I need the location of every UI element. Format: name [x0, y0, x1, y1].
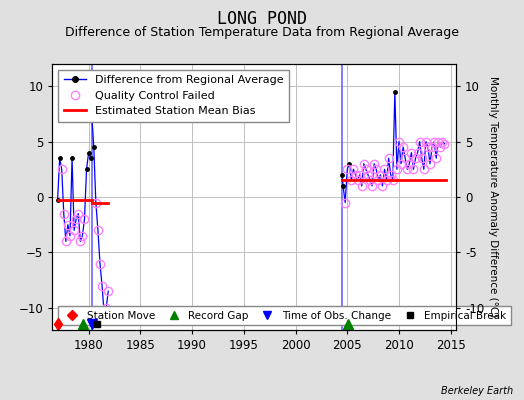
Text: Berkeley Earth: Berkeley Earth: [441, 386, 514, 396]
Y-axis label: Monthly Temperature Anomaly Difference (°C): Monthly Temperature Anomaly Difference (…: [488, 76, 498, 318]
Text: LONG POND: LONG POND: [217, 10, 307, 28]
Text: Difference of Station Temperature Data from Regional Average: Difference of Station Temperature Data f…: [65, 26, 459, 39]
Legend: Difference from Regional Average, Quality Control Failed, Estimated Station Mean: Difference from Regional Average, Qualit…: [58, 70, 289, 122]
